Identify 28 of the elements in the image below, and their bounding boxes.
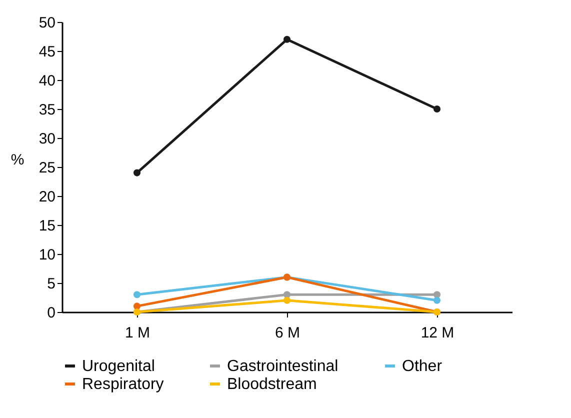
point — [433, 296, 441, 304]
legend-label: Respiratory — [82, 376, 164, 393]
point — [433, 105, 441, 113]
y-tick-label: 5 — [47, 276, 56, 292]
point — [283, 36, 291, 43]
legend-label: Urogenital — [82, 358, 155, 375]
y-tick-label: 30 — [38, 130, 56, 148]
y-tick-label: 25 — [38, 160, 56, 176]
y-tick-label: 40 — [38, 72, 56, 90]
y-tick-label: 0 — [47, 304, 56, 322]
legend-label: Other — [402, 358, 443, 375]
y-tick-label: 20 — [38, 188, 56, 206]
y-tick-label: 35 — [38, 102, 56, 118]
point — [133, 291, 141, 298]
point — [133, 169, 141, 176]
point — [283, 296, 291, 304]
point — [433, 291, 441, 298]
legend-label: Gastrointestinal — [227, 358, 338, 375]
x-tick-label: 12 M — [420, 324, 454, 342]
y-axis-title: % — [10, 152, 24, 168]
y-tick-label: 45 — [38, 44, 56, 60]
legend-label: Bloodstream — [227, 376, 317, 393]
x-tick-label: 1 M — [124, 324, 150, 342]
y-tick-label: 10 — [38, 246, 56, 264]
y-tick-label: 50 — [38, 14, 56, 32]
point — [283, 291, 291, 298]
x-tick-label: 6 M — [274, 324, 300, 342]
y-tick-label: 15 — [38, 218, 56, 234]
